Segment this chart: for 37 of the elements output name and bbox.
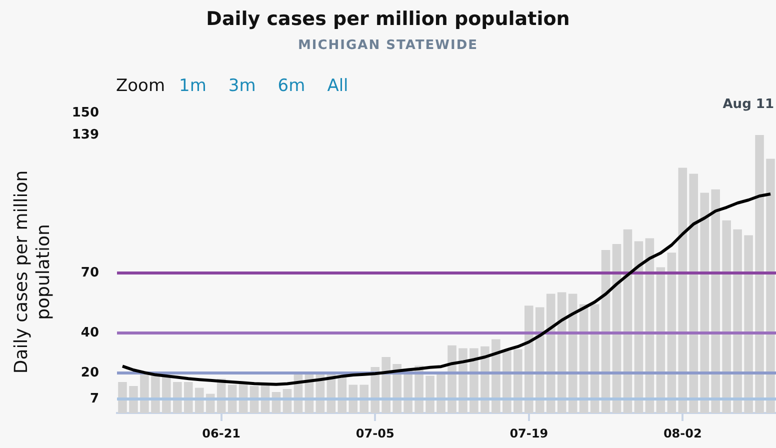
x-tick-label: 07-19 (510, 426, 548, 440)
text: 6m (278, 76, 306, 96)
x-tick-label: 06-21 (202, 426, 241, 440)
text: 3m (228, 76, 256, 96)
text: Zoom (116, 76, 166, 96)
y-tick-label: 40 (80, 325, 99, 340)
text: 1m (179, 76, 206, 96)
y-tick-label: 139 (72, 127, 99, 142)
bar (733, 229, 742, 413)
bar (382, 357, 390, 413)
bar (360, 384, 369, 413)
y-axis-title: Daily cases per million population (11, 169, 55, 376)
y-tick-label: 7 (90, 391, 99, 406)
bar (173, 382, 182, 413)
bar (678, 168, 688, 413)
bar (184, 382, 193, 413)
y-tick-label: 70 (80, 265, 99, 280)
y-tick-label: 20 (80, 365, 99, 380)
bar (514, 349, 522, 413)
x-tick-label: 08-02 (663, 426, 702, 440)
bar (722, 220, 731, 413)
bar (667, 252, 676, 413)
y-tick-label: 150 (72, 105, 99, 120)
bar (535, 307, 544, 413)
bar (711, 189, 720, 413)
chart-title: Daily cases per million population (205, 8, 571, 30)
bar (162, 376, 171, 413)
bar (755, 135, 764, 413)
text: All (327, 76, 348, 96)
chart-subtitle: MICHIGAN STATEWIDE (296, 38, 480, 53)
text: Aug 11 (722, 96, 774, 112)
bar (348, 384, 358, 413)
x-tick-label: 07-05 (356, 426, 394, 440)
bar (492, 339, 500, 413)
bar (744, 235, 753, 413)
bar (766, 158, 775, 413)
bar (426, 376, 434, 413)
